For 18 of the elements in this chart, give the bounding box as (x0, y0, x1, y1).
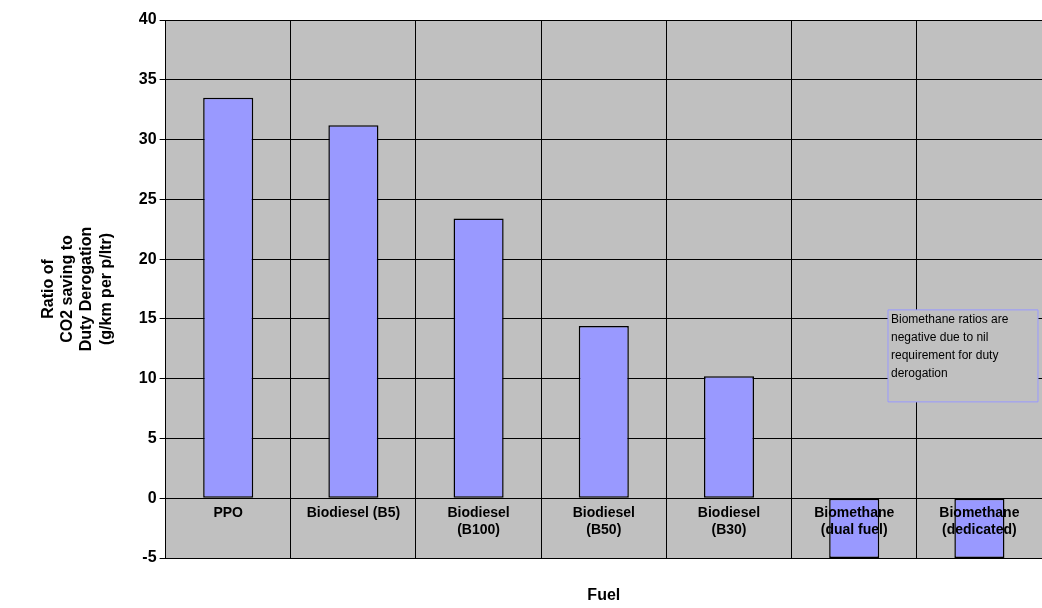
y-tick-label: -5 (142, 548, 157, 566)
y-tick-label: 10 (138, 369, 157, 387)
y-tick-label: 40 (138, 10, 157, 28)
x-axis-title: Fuel (587, 586, 621, 604)
y-tick-label: 25 (138, 189, 157, 207)
x-tick-label: Biodiesel (B50) (572, 504, 635, 538)
y-axis-title: Ratio of CO2 saving to Duty Derogation (g/km per p/ltr) (39, 226, 114, 352)
y-tick-label: 15 (138, 309, 157, 327)
x-tick-label: PPO (213, 504, 244, 521)
x-tick-label: Biodiesel (B100) (447, 504, 510, 538)
y-tick-label: 35 (138, 70, 157, 88)
y-tick-label: 30 (138, 129, 157, 147)
annotation: Biomethane ratios are negative due to nil requirement for duty derogation (891, 312, 1009, 381)
y-tick-label: 0 (147, 488, 157, 506)
x-tick-label: Biodiesel (B30) (697, 504, 761, 538)
y-tick-label: 5 (147, 428, 157, 446)
y-tick-label: 20 (138, 249, 157, 267)
x-tick-label: Biodiesel (B5) (306, 504, 401, 521)
